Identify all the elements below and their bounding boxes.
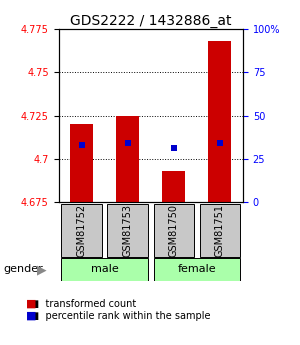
Bar: [162, 171, 185, 202]
Bar: [200, 204, 240, 257]
Text: GSM81752: GSM81752: [76, 204, 87, 257]
Text: ■: ■: [26, 299, 36, 308]
Text: ▶: ▶: [37, 263, 46, 276]
Bar: [70, 124, 93, 202]
Text: ■  transformed count: ■ transformed count: [30, 299, 136, 308]
Text: GSM81750: GSM81750: [169, 204, 179, 257]
Title: GDS2222 / 1432886_at: GDS2222 / 1432886_at: [70, 14, 232, 28]
Text: GSM81751: GSM81751: [215, 204, 225, 257]
Text: male: male: [91, 265, 118, 274]
Text: female: female: [178, 265, 216, 274]
Bar: [154, 258, 240, 281]
Text: ■: ■: [26, 311, 36, 321]
Bar: [107, 204, 148, 257]
Bar: [61, 258, 148, 281]
Text: ■  percentile rank within the sample: ■ percentile rank within the sample: [30, 311, 211, 321]
Text: GSM81753: GSM81753: [123, 204, 133, 257]
Text: gender: gender: [3, 265, 43, 274]
Bar: [116, 116, 139, 202]
Bar: [61, 204, 102, 257]
Bar: [154, 204, 194, 257]
Bar: [208, 41, 232, 202]
